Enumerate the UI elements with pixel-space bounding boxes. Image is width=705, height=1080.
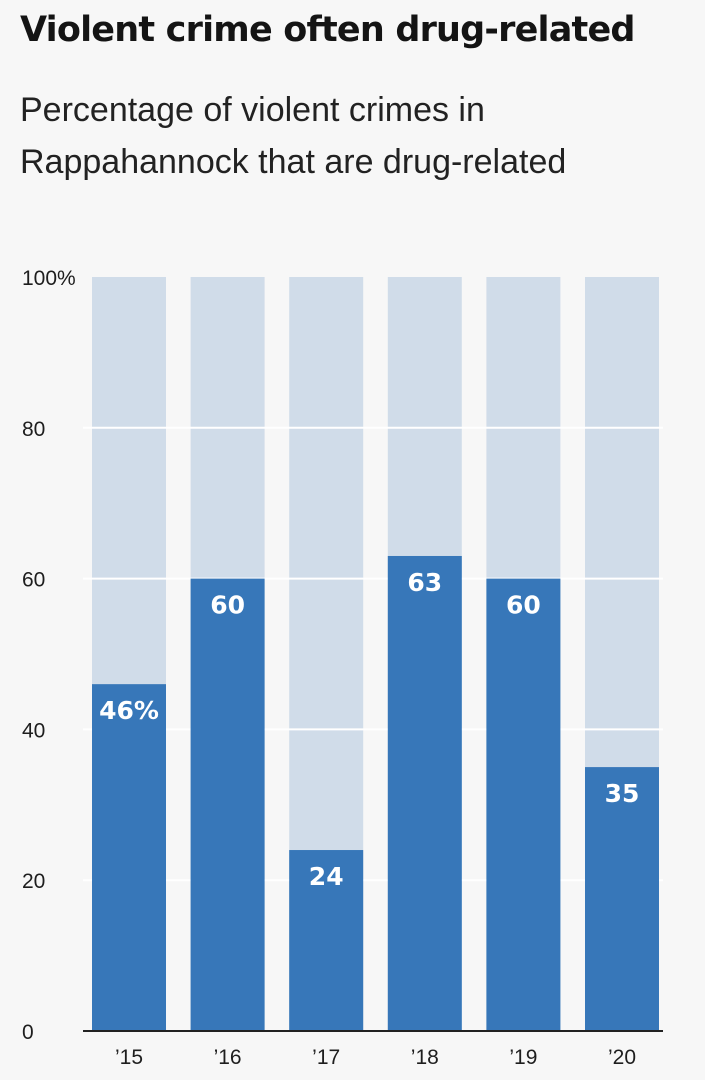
y-axis-tick-labels: 0 20 40 60 80 100% bbox=[22, 267, 76, 1044]
background-bars bbox=[92, 277, 659, 1031]
x-category-label: ’17 bbox=[312, 1046, 340, 1069]
y-tick-label: 40 bbox=[22, 719, 45, 742]
value-label: 63 bbox=[407, 568, 442, 597]
bar bbox=[486, 578, 561, 1031]
gridlines bbox=[83, 426, 663, 882]
x-category-label: ’16 bbox=[214, 1046, 242, 1069]
chart-subtitle: Percentage of violent crimes in Rappahan… bbox=[20, 91, 567, 181]
bar bbox=[387, 555, 462, 1031]
x-category-label: ’15 bbox=[115, 1046, 143, 1069]
value-label: 24 bbox=[309, 862, 344, 891]
bars bbox=[92, 555, 659, 1031]
bar bbox=[190, 578, 265, 1031]
y-tick-label: 100% bbox=[22, 267, 76, 290]
y-tick-label: 80 bbox=[22, 418, 45, 441]
value-label: 60 bbox=[506, 591, 541, 620]
x-category-label: ’19 bbox=[509, 1046, 537, 1069]
y-tick-label: 20 bbox=[22, 870, 45, 893]
value-label: 60 bbox=[210, 591, 245, 620]
value-label: 35 bbox=[605, 779, 640, 808]
x-category-label: ’20 bbox=[608, 1046, 636, 1069]
x-category-label: ’18 bbox=[411, 1046, 439, 1069]
bar bbox=[92, 684, 166, 1031]
chart-title: Violent crime often drug-related bbox=[20, 10, 635, 50]
value-labels: 46% 60 24 63 60 35 bbox=[99, 568, 639, 891]
bar bbox=[289, 850, 364, 1031]
y-tick-label: 0 bbox=[22, 1021, 34, 1044]
y-tick-label: 60 bbox=[22, 569, 45, 592]
bar bbox=[585, 767, 659, 1031]
x-axis-category-labels: ’15 ’16 ’17 ’18 ’19 ’20 bbox=[115, 1046, 636, 1069]
value-label: 46% bbox=[99, 696, 159, 725]
